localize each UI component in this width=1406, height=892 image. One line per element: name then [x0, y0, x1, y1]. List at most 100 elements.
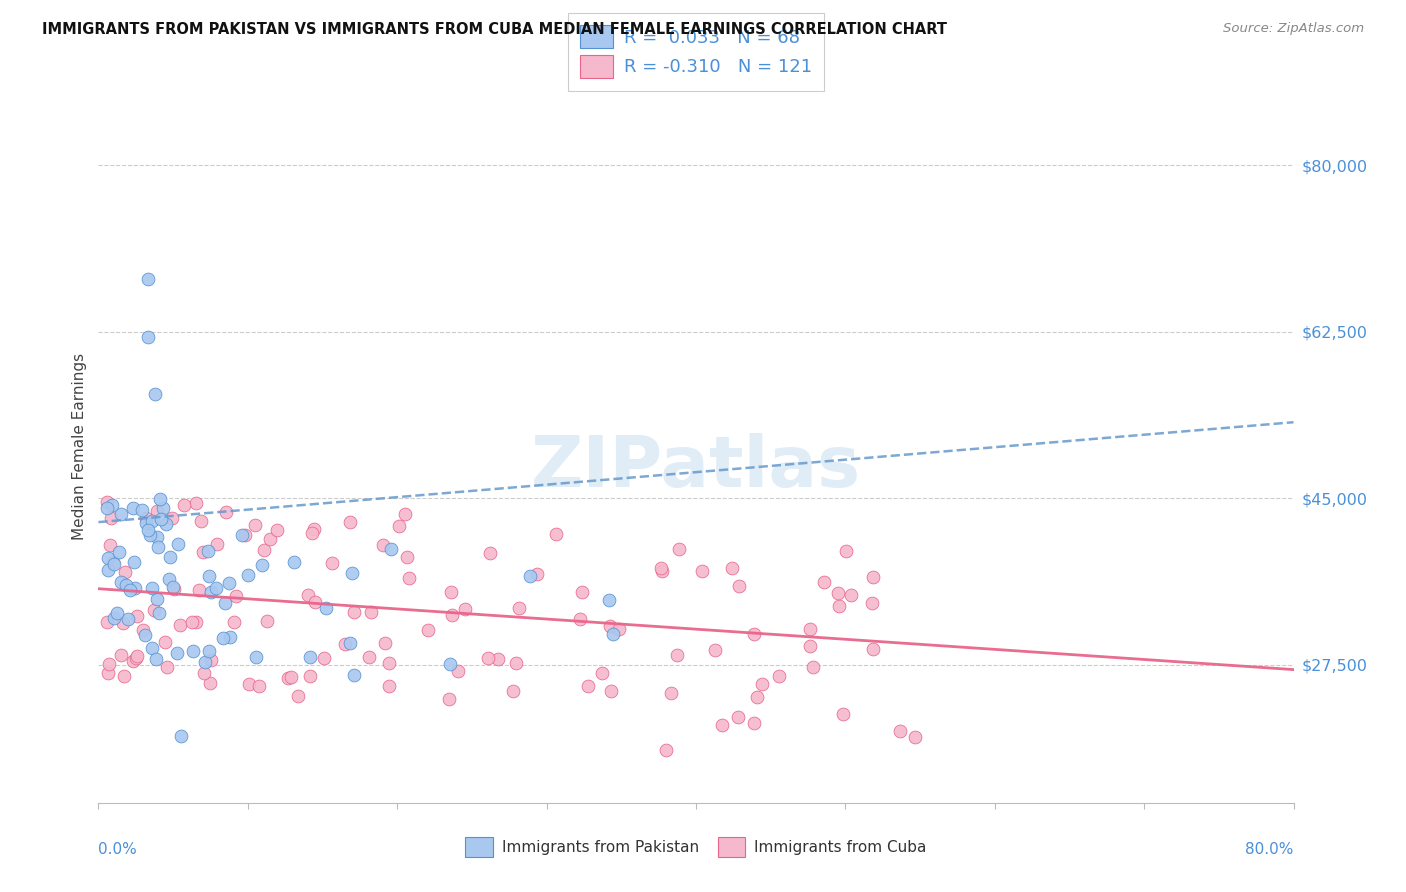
Point: [831, 706, 853, 721]
Point: [860, 596, 883, 610]
Point: [124, 581, 146, 595]
Point: [148, 606, 170, 620]
Point: [110, 507, 132, 521]
Point: [650, 561, 672, 575]
Point: [219, 630, 242, 644]
Point: [668, 542, 690, 557]
Point: [160, 510, 183, 524]
Point: [191, 545, 214, 559]
Point: [149, 492, 172, 507]
Point: [167, 537, 190, 551]
Point: [131, 503, 153, 517]
Point: [259, 532, 281, 546]
Point: [122, 555, 145, 569]
Point: [200, 653, 222, 667]
Point: [478, 546, 501, 560]
Point: [100, 511, 122, 525]
Point: [156, 659, 179, 673]
Point: [253, 542, 276, 557]
Point: [599, 619, 621, 633]
Point: [828, 599, 851, 613]
Point: [162, 580, 184, 594]
Point: [166, 646, 188, 660]
Point: [250, 558, 273, 572]
Point: [339, 635, 361, 649]
Point: [141, 641, 163, 656]
Point: [112, 668, 135, 682]
Point: [122, 654, 145, 668]
Point: [256, 614, 278, 628]
Point: [193, 666, 215, 681]
Point: [546, 526, 568, 541]
Text: ZIPatlas: ZIPatlas: [531, 433, 860, 502]
Point: [198, 568, 221, 582]
Point: [827, 586, 849, 600]
Text: Source: ZipAtlas.com: Source: ZipAtlas.com: [1223, 22, 1364, 36]
Point: [651, 564, 673, 578]
Point: [607, 623, 630, 637]
Point: [396, 550, 419, 565]
Point: [437, 691, 460, 706]
Point: [115, 578, 138, 592]
Point: [231, 528, 253, 542]
Point: [302, 522, 325, 536]
Point: [141, 514, 163, 528]
Point: [125, 651, 148, 665]
Point: [143, 386, 166, 401]
Point: [214, 505, 236, 519]
Point: [197, 544, 219, 558]
Point: [132, 623, 155, 637]
Point: [127, 609, 149, 624]
Point: [576, 679, 599, 693]
Point: [214, 597, 236, 611]
Point: [799, 640, 821, 654]
Point: [145, 652, 167, 666]
Point: [117, 611, 139, 625]
Point: [728, 579, 751, 593]
Point: [136, 272, 159, 286]
Point: [721, 561, 744, 575]
Point: [186, 615, 208, 629]
Y-axis label: Median Female Earnings: Median Female Earnings: [72, 352, 87, 540]
Point: [441, 608, 464, 623]
Point: [862, 570, 884, 584]
Point: [142, 603, 165, 617]
Point: [742, 715, 765, 730]
Point: [569, 612, 592, 626]
Text: 80.0%: 80.0%: [1246, 842, 1294, 857]
Point: [710, 718, 733, 732]
Point: [377, 656, 399, 670]
Point: [287, 690, 309, 704]
Point: [122, 501, 145, 516]
Point: [153, 634, 176, 648]
Point: [181, 615, 204, 629]
Point: [747, 690, 769, 704]
Point: [665, 648, 688, 662]
Point: [247, 679, 270, 693]
Point: [139, 528, 162, 542]
Point: [194, 655, 217, 669]
Point: [103, 610, 125, 624]
Point: [321, 556, 343, 570]
Point: [266, 523, 288, 537]
Point: [135, 511, 157, 525]
Point: [801, 660, 824, 674]
Point: [388, 519, 411, 533]
Point: [704, 642, 727, 657]
Point: [377, 679, 399, 693]
Text: 0.0%: 0.0%: [98, 842, 138, 857]
Point: [813, 575, 835, 590]
Point: [314, 651, 336, 665]
Point: [398, 571, 420, 585]
Point: [136, 329, 159, 343]
Point: [212, 631, 235, 645]
Point: [301, 525, 323, 540]
Point: [477, 650, 499, 665]
Point: [339, 516, 361, 530]
Point: [205, 537, 228, 551]
Point: [454, 602, 477, 616]
Point: [188, 582, 211, 597]
Point: [169, 729, 191, 743]
Point: [380, 542, 402, 557]
Point: [835, 544, 858, 558]
